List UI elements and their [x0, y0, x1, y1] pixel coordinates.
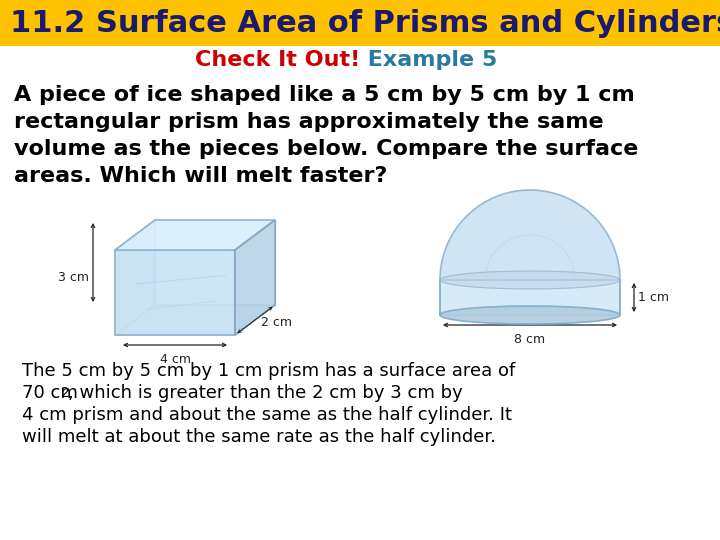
Ellipse shape: [440, 306, 620, 324]
Text: Check It Out!: Check It Out!: [194, 50, 360, 70]
Text: The 5 cm by 5 cm by 1 cm prism has a surface area of: The 5 cm by 5 cm by 1 cm prism has a sur…: [22, 362, 516, 380]
Polygon shape: [440, 280, 620, 315]
Text: areas. Which will melt faster?: areas. Which will melt faster?: [14, 166, 387, 186]
Text: A piece of ice shaped like a 5 cm by 5 cm by 1 cm: A piece of ice shaped like a 5 cm by 5 c…: [14, 85, 635, 105]
Polygon shape: [115, 250, 235, 335]
Text: 3 cm: 3 cm: [58, 271, 89, 284]
Text: volume as the pieces below. Compare the surface: volume as the pieces below. Compare the …: [14, 139, 639, 159]
Text: 70 cm: 70 cm: [22, 384, 78, 402]
Text: rectangular prism has approximately the same: rectangular prism has approximately the …: [14, 112, 603, 132]
Text: , which is greater than the 2 cm by 3 cm by: , which is greater than the 2 cm by 3 cm…: [68, 384, 462, 402]
Text: 8 cm: 8 cm: [514, 333, 546, 346]
Polygon shape: [440, 190, 620, 280]
Text: 11.2 Surface Area of Prisms and Cylinders: 11.2 Surface Area of Prisms and Cylinder…: [10, 9, 720, 37]
Polygon shape: [115, 220, 275, 250]
Polygon shape: [115, 305, 275, 335]
Ellipse shape: [440, 271, 620, 289]
Bar: [0, 0, 720, 46]
Text: 2 cm: 2 cm: [261, 315, 292, 328]
Polygon shape: [235, 220, 275, 335]
Polygon shape: [155, 220, 275, 305]
Text: 4 cm prism and about the same as the half cylinder. It: 4 cm prism and about the same as the hal…: [22, 406, 512, 424]
Text: 2: 2: [61, 386, 70, 400]
Text: Example 5: Example 5: [360, 50, 498, 70]
Polygon shape: [115, 220, 155, 335]
Text: will melt at about the same rate as the half cylinder.: will melt at about the same rate as the …: [22, 428, 496, 446]
Text: 4 cm: 4 cm: [160, 353, 191, 366]
Text: 1 cm: 1 cm: [638, 291, 669, 304]
